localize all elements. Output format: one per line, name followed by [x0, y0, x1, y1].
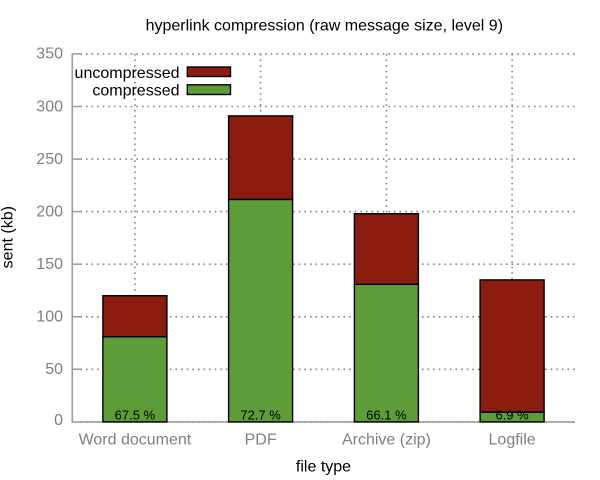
svg-text:sent (kb): sent (kb): [0, 206, 17, 268]
svg-text:hyperlink compression (raw mes: hyperlink compression (raw message size,…: [146, 18, 503, 35]
svg-text:6.9 %: 6.9 %: [495, 408, 529, 423]
svg-text:file type: file type: [296, 458, 351, 475]
svg-text:100: 100: [36, 309, 63, 326]
svg-text:66.1 %: 66.1 %: [366, 408, 407, 423]
svg-text:50: 50: [45, 361, 63, 378]
svg-text:250: 250: [36, 151, 63, 168]
svg-text:Word document: Word document: [79, 432, 192, 449]
svg-text:Logfile: Logfile: [489, 432, 536, 449]
svg-text:PDF: PDF: [245, 432, 277, 449]
svg-text:300: 300: [36, 98, 63, 115]
svg-text:uncompressed: uncompressed: [75, 65, 180, 82]
svg-text:150: 150: [36, 256, 63, 273]
svg-text:compressed: compressed: [92, 83, 179, 100]
svg-text:200: 200: [36, 203, 63, 220]
svg-text:Archive (zip): Archive (zip): [342, 432, 431, 449]
svg-text:0: 0: [54, 412, 63, 429]
svg-text:350: 350: [36, 46, 63, 63]
svg-text:72.7 %: 72.7 %: [240, 408, 281, 423]
svg-text:67.5 %: 67.5 %: [115, 408, 156, 423]
